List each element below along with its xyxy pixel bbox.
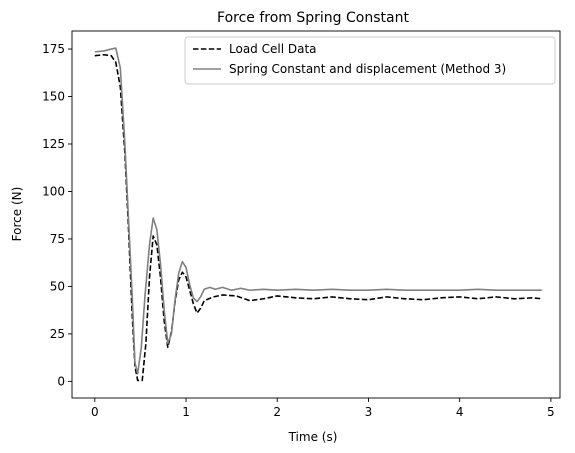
y-tick-label: 100: [42, 184, 65, 198]
y-tick-label: 125: [42, 137, 65, 151]
x-tick-label: 4: [456, 405, 464, 419]
y-tick-label: 25: [50, 327, 65, 341]
y-tick-label: 75: [50, 232, 65, 246]
series-line-load-cell-data: [94, 53, 542, 382]
y-tick-label: 0: [57, 374, 65, 388]
y-axis-label: Force (N): [10, 187, 24, 242]
axes-frame: [71, 30, 561, 399]
x-axis-label: Time (s): [288, 430, 338, 444]
x-tick-label: 0: [91, 405, 99, 419]
y-tick-label: 175: [42, 42, 65, 56]
plot-area: [71, 30, 561, 399]
x-axis-ticks: 0 1 2 3 4 5: [91, 398, 555, 419]
x-tick-label: 3: [365, 405, 373, 419]
y-tick-label: 150: [42, 90, 65, 104]
chart-title: Force from Spring Constant: [217, 10, 409, 26]
legend: Load Cell Data Spring Constant and displa…: [184, 36, 556, 85]
y-tick-label: 50: [50, 279, 65, 293]
x-tick-label: 5: [547, 405, 555, 419]
legend-label: Spring Constant and displacement (Method…: [229, 62, 506, 76]
y-axis-ticks: 0 25 50 75 100 125 150 175: [42, 42, 72, 388]
x-tick-label: 2: [273, 405, 281, 419]
legend-box: [184, 36, 556, 85]
legend-label: Load Cell Data: [229, 42, 317, 56]
x-tick-label: 1: [182, 405, 190, 419]
plot-background: [72, 31, 560, 398]
series-line-spring-constant-method-3: [94, 47, 542, 375]
